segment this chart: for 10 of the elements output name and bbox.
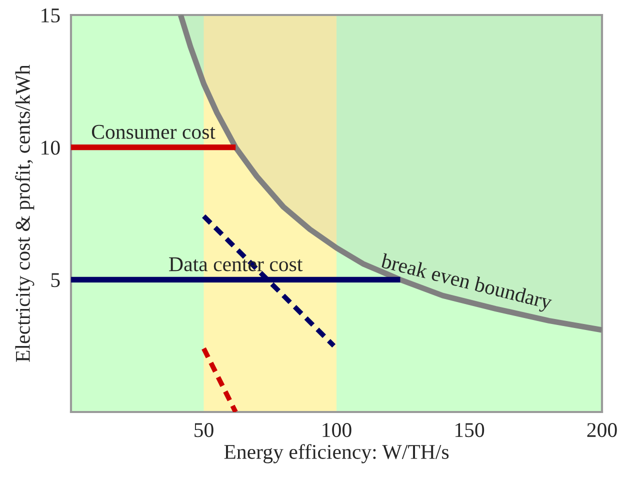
y-tick-label: 15 [42, 8, 60, 22]
y-axis-title: Electricity cost & profit, cents/kWh [15, 64, 34, 362]
y-tick-label: 10 [42, 140, 60, 155]
x-tick-label: 100 [322, 423, 352, 438]
y-tick-label: 5 [51, 273, 60, 288]
x-tick-label: 150 [455, 423, 484, 438]
x-tick-label: 50 [194, 423, 214, 438]
x-axis-title: Energy efficiency: W/TH/s [224, 444, 449, 464]
x-tick-label: 200 [587, 423, 617, 438]
series-label: Consumer cost [92, 124, 216, 139]
